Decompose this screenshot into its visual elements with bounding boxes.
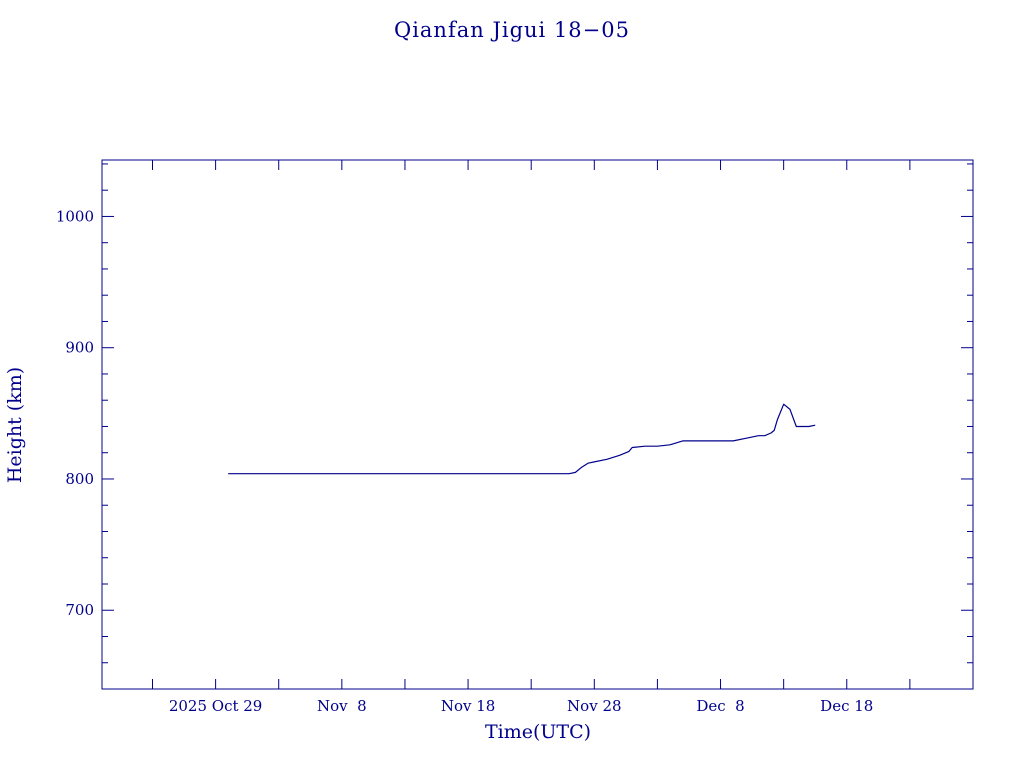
x-tick-label: Nov 8 [317, 697, 367, 715]
y-tick-label: 1000 [56, 207, 94, 225]
x-tick-label: Dec 18 [820, 697, 873, 715]
x-tick-label: Nov 18 [441, 697, 496, 715]
x-tick-label: 2025 Oct 29 [169, 697, 263, 715]
axis-ticks: 2025 Oct 29 Nov 8 Nov 18 Nov 28 Dec 8 Dec 18 7… [56, 160, 973, 715]
x-axis-label: Time(UTC) [485, 721, 591, 743]
y-axis-label: Height (km) [4, 367, 26, 483]
chart-title: Qianfan Jigui 18−05 [394, 18, 630, 42]
plot-frame [101, 159, 974, 690]
y-tick-label: 900 [65, 339, 94, 357]
series-layer [228, 403, 816, 475]
series-line [228, 403, 816, 475]
x-tick-label: Nov 28 [567, 697, 622, 715]
x-tick-label: Dec 8 [696, 697, 744, 715]
y-tick-label: 700 [65, 601, 94, 619]
y-tick-label: 800 [65, 470, 94, 488]
